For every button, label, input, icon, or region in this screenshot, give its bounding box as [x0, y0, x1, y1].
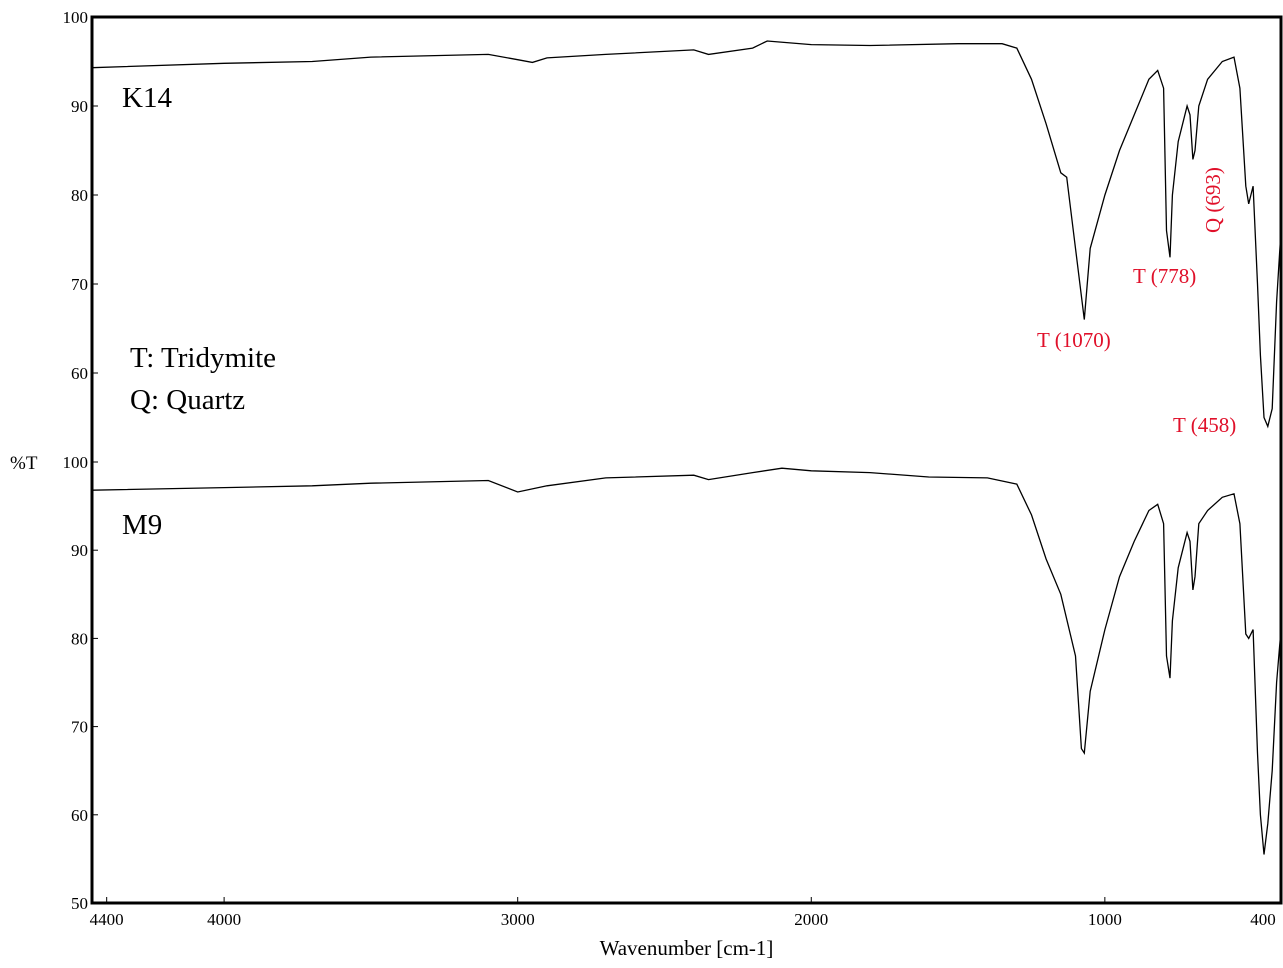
- x-tick-label: 2000: [794, 910, 828, 929]
- x-tick-label: 4000: [207, 910, 241, 929]
- annotation: T (778): [1133, 264, 1196, 288]
- y-tick-label: 50: [71, 894, 88, 913]
- y-tick-label: 60: [71, 806, 88, 825]
- y-axis-label: %T: [10, 453, 38, 474]
- y-tick-label: 90: [71, 541, 88, 560]
- y-tick-label: 80: [71, 186, 88, 205]
- y-tick-label: 70: [71, 718, 88, 737]
- spectrum-line: [91, 40, 1282, 429]
- annotation: T: Tridymite: [130, 342, 276, 374]
- annotation: T (458): [1173, 413, 1236, 437]
- x-tick-label: 4400: [90, 910, 124, 929]
- spectrum-line: [91, 467, 1282, 855]
- x-tick-label: 3000: [501, 910, 535, 929]
- x-tick-label: 400: [1250, 910, 1276, 929]
- y-tick-label: 80: [71, 629, 88, 648]
- y-tick-label: 70: [71, 275, 88, 294]
- y-tick-label: 100: [63, 8, 89, 27]
- annotation: Q (693): [1201, 167, 1225, 233]
- annotation: Q: Quartz: [130, 384, 245, 416]
- y-tick-label: 90: [71, 97, 88, 116]
- series-label: M9: [122, 509, 162, 541]
- annotation: T (1070): [1037, 328, 1111, 352]
- y-tick-label: 100: [63, 453, 89, 472]
- x-tick-label: 1000: [1088, 910, 1122, 929]
- x-axis-label: Wavenumber [cm-1]: [600, 936, 774, 960]
- y-tick-label: 60: [71, 364, 88, 383]
- series-label: K14: [122, 82, 172, 114]
- plot-frame: [90, 15, 1283, 905]
